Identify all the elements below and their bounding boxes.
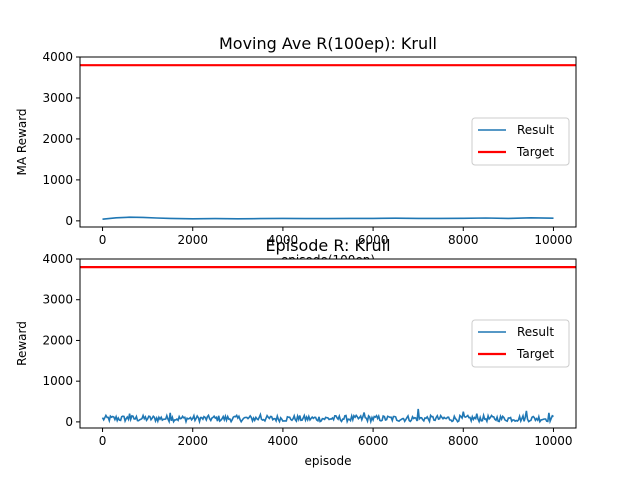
legend-label-result: Result — [517, 325, 554, 339]
axes-frame — [79, 258, 577, 429]
chart-title: Episode R: Krull — [265, 236, 390, 255]
y-tick-label: 0 — [65, 415, 73, 429]
x-tick-label: 0 — [99, 233, 107, 247]
y-tick-label: 2000 — [42, 132, 73, 146]
y-axis-label: Reward — [15, 321, 29, 366]
y-tick-label: 4000 — [42, 50, 73, 64]
legend: Result Target — [471, 319, 570, 368]
y-tick-label: 1000 — [42, 173, 73, 187]
x-tick-label: 10000 — [534, 434, 572, 448]
y-tick-label: 3000 — [42, 91, 73, 105]
x-tick-label: 10000 — [534, 233, 572, 247]
y-tick-label: 1000 — [42, 374, 73, 388]
bottom-chart: 0 2000 4000 6000 8000 1000001000200030004000E… — [15, 236, 577, 468]
legend: Result Target — [471, 117, 570, 166]
legend-label-target: Target — [516, 145, 554, 159]
series-line-result — [102, 216, 554, 220]
x-tick-label: 2000 — [177, 434, 208, 448]
y-tick-label: 2000 — [42, 333, 73, 347]
top-chart: 0 2000 4000 6000 8000 10000 0 1000 2000 3000 4000 M… — [15, 34, 577, 267]
y-tick-label: 4000 — [42, 252, 73, 266]
series-line-result — [101, 408, 554, 425]
x-axis-label: episode — [305, 454, 352, 468]
y-tick-label: 0 — [65, 214, 73, 228]
x-tick-label: 4000 — [268, 434, 299, 448]
x-tick-label: 6000 — [358, 434, 389, 448]
x-tick-label: 2000 — [177, 233, 208, 247]
y-axis-label: MA Reward — [15, 108, 29, 175]
x-tick-label: 4000 — [268, 233, 299, 247]
x-tick-label: 6000 — [358, 233, 389, 247]
legend-label-result: Result — [517, 123, 554, 137]
x-tick-label: 8000 — [448, 233, 479, 247]
x-tick-label: 0 — [99, 434, 107, 448]
chart-title: Moving Ave R(100ep): Krull — [219, 34, 437, 53]
legend-label-target: Target — [516, 347, 554, 361]
y-tick-label: 3000 — [42, 293, 73, 307]
axes-frame — [79, 56, 577, 228]
x-tick-label: 8000 — [448, 434, 479, 448]
